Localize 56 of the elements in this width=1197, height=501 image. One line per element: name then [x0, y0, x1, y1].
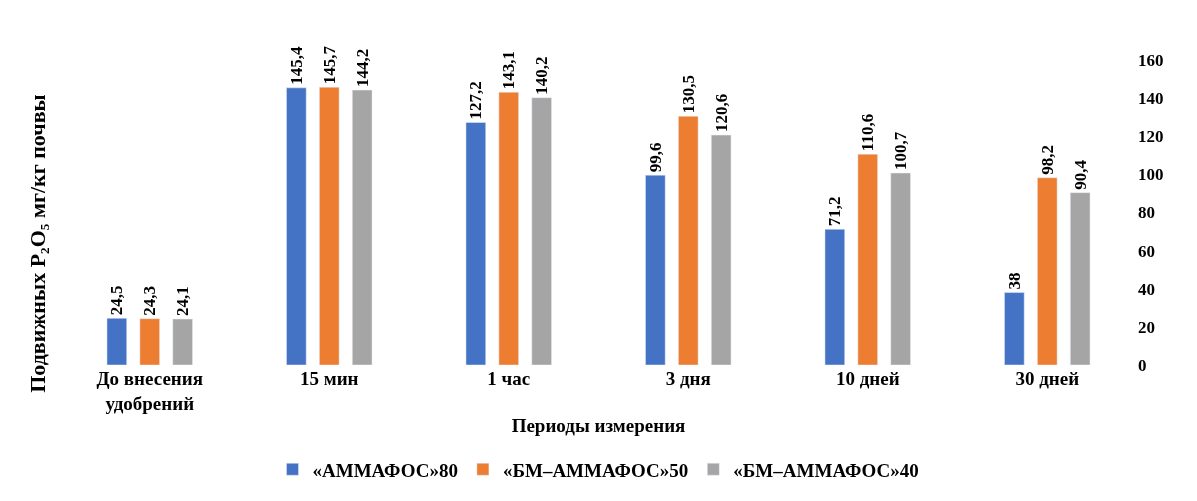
bar — [1070, 192, 1091, 365]
x-tick-label: 15 мин — [299, 368, 359, 389]
y-tick-label: 160 — [1138, 50, 1164, 70]
x-axis-title: Периоды измерения — [511, 414, 686, 436]
y-tick-label: 140 — [1138, 89, 1164, 109]
y-tick-label: 60 — [1138, 241, 1155, 261]
x-tick-label: 30 дней — [1015, 368, 1080, 389]
legend-label: «АММАФОС»80 — [312, 459, 458, 481]
data-label: 24,5 — [107, 285, 127, 316]
bar — [319, 87, 340, 365]
bar — [890, 172, 911, 365]
legend-label: «БМ–АММАФОС»50 — [502, 459, 689, 481]
x-tick-label: 1 час — [487, 368, 531, 389]
x-tick-label: 10 дней — [835, 368, 900, 389]
bar — [824, 229, 845, 365]
bar — [711, 134, 732, 365]
data-label: 127,2 — [466, 81, 486, 120]
data-label: 145,4 — [286, 46, 306, 85]
y-tick-label: 40 — [1138, 279, 1155, 299]
bar — [531, 97, 552, 365]
y-tick-label: 100 — [1138, 165, 1164, 185]
bar — [498, 91, 519, 365]
x-tick-label: До внесения удобрений — [96, 368, 203, 414]
legend-label: «БМ–АММАФОС»40 — [733, 459, 919, 481]
data-label: 110,6 — [858, 113, 878, 152]
y-tick-label: 80 — [1138, 203, 1155, 223]
y-tick-label: 120 — [1138, 127, 1164, 147]
data-label: 24,3 — [140, 285, 160, 316]
data-label: 38 — [1004, 272, 1024, 290]
bar — [1037, 177, 1058, 365]
data-label: 120,6 — [711, 93, 731, 133]
bar — [678, 115, 699, 365]
data-label: 71,2 — [825, 196, 845, 227]
bar — [352, 89, 373, 365]
bar — [645, 174, 666, 365]
data-label: 24,1 — [173, 286, 193, 317]
y-tick-label: 20 — [1138, 317, 1155, 337]
bar — [857, 153, 878, 365]
data-label: 143,1 — [499, 50, 519, 90]
data-label: 130,5 — [678, 74, 698, 114]
data-label: 99,6 — [645, 142, 665, 173]
bar — [172, 318, 193, 365]
bar — [139, 318, 160, 365]
data-label: 90,4 — [1070, 159, 1090, 190]
bar — [1004, 292, 1025, 365]
data-label: 144,2 — [352, 48, 372, 88]
x-tick-label: 3 дня — [665, 368, 711, 389]
bar — [286, 87, 307, 365]
data-label: 98,2 — [1037, 145, 1057, 175]
y-axis-title: Подвижных P₂O₅ мг/кг почвы — [24, 94, 50, 393]
data-label: 140,2 — [532, 56, 552, 95]
y-tick-label: 0 — [1138, 355, 1147, 375]
bar — [465, 122, 486, 365]
bar — [106, 318, 127, 365]
data-label: 145,7 — [319, 45, 339, 85]
data-label: 100,7 — [891, 131, 911, 171]
